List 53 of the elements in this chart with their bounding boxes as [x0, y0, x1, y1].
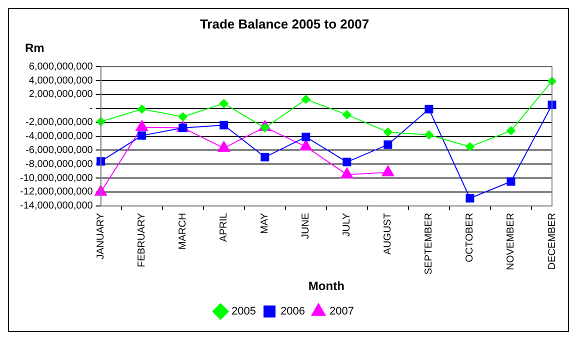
x-tick-label: MAY: [260, 212, 271, 234]
x-tick-label: FEBRUARY: [136, 212, 148, 268]
x-tick-label: OCTOBER: [464, 212, 476, 262]
point: [218, 141, 230, 152]
y-tick-label: -2,000,000,000: [26, 117, 94, 128]
point: [302, 132, 310, 142]
point: [342, 158, 352, 166]
y-tick-label: -8,000,000,000: [26, 158, 94, 170]
point: [506, 126, 516, 136]
y-tick-label: -: [90, 103, 93, 114]
legend-label: 2007: [329, 306, 354, 318]
point: [219, 99, 228, 108]
y-tick-label: 2,000,000,000: [28, 89, 94, 100]
y-tick-label: 6,000,000,000: [28, 61, 94, 72]
point: [424, 130, 434, 140]
y-tick-label: -4,000,000,000: [26, 131, 94, 142]
y-tick-label: -6,000,000,000: [26, 144, 94, 156]
legend-label: 2005: [232, 306, 256, 318]
point: [424, 104, 434, 114]
x-tick-label: APRIL: [218, 212, 230, 242]
point: [383, 128, 392, 137]
point: [178, 112, 188, 122]
x-axis-title: Month: [308, 279, 344, 294]
point: [301, 94, 310, 104]
point: [384, 140, 392, 149]
y-axis-title: Rm: [25, 40, 44, 55]
point: [94, 184, 108, 196]
x-tick-label: JANUARY: [96, 212, 107, 260]
chart-title: Trade Balance 2005 to 2007: [200, 16, 370, 32]
point: [382, 165, 394, 176]
point: [465, 142, 474, 152]
x-tick-label: MARCH: [178, 212, 189, 250]
point: [342, 110, 352, 120]
x-tick-label: NOVEMBER: [506, 212, 517, 270]
point: [137, 104, 146, 114]
x-tick-label: DECEMBER: [546, 212, 558, 270]
x-tick-label: SEPTEMBER: [424, 212, 435, 275]
x-tick-label: AUGUST: [382, 212, 394, 255]
point: [260, 152, 270, 162]
x-tick-label: JULY: [342, 212, 353, 237]
y-tick-label: -14,000,000,000: [20, 200, 94, 212]
point: [506, 177, 516, 186]
point: [340, 167, 354, 178]
point: [138, 131, 146, 140]
point: [466, 194, 474, 203]
point: [136, 120, 148, 132]
x-tick-label: JUNE: [300, 212, 312, 240]
y-tick-label: 4,000,000,000: [28, 75, 94, 86]
y-tick-label: -12,000,000,000: [20, 186, 94, 198]
point: [220, 120, 228, 130]
y-tick-label: -10,000,000,000: [20, 172, 94, 184]
point: [300, 140, 312, 151]
legend-label: 2006: [280, 306, 305, 318]
